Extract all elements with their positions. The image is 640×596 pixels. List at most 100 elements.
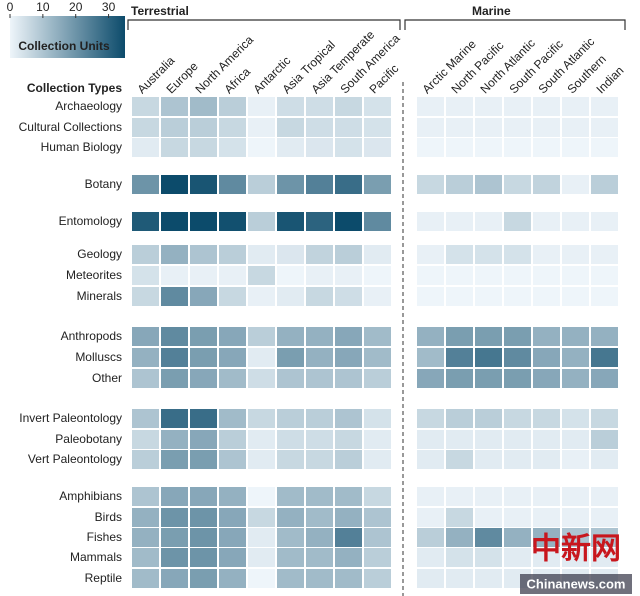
cell xyxy=(504,430,531,449)
cell xyxy=(335,487,362,506)
cell xyxy=(364,508,391,527)
y-tick-label: Birds xyxy=(95,510,122,524)
watermark-bg xyxy=(520,574,632,594)
y-tick-label: Molluscs xyxy=(75,350,122,364)
cell xyxy=(219,97,246,116)
cell xyxy=(335,327,362,346)
cell xyxy=(591,450,618,469)
cell xyxy=(306,548,333,567)
cell xyxy=(364,369,391,388)
cell xyxy=(591,327,618,346)
cell xyxy=(364,175,391,194)
cell xyxy=(306,409,333,428)
cell xyxy=(132,528,159,547)
cell xyxy=(277,487,304,506)
cell xyxy=(248,118,275,137)
cell xyxy=(504,97,531,116)
cell xyxy=(364,450,391,469)
cell xyxy=(475,409,502,428)
cell xyxy=(190,212,217,231)
cell xyxy=(364,548,391,567)
cell xyxy=(475,327,502,346)
cell xyxy=(132,97,159,116)
cell xyxy=(475,487,502,506)
cell xyxy=(591,245,618,264)
cell xyxy=(504,287,531,306)
cell xyxy=(562,508,589,527)
cell xyxy=(306,245,333,264)
cell xyxy=(591,348,618,367)
cell xyxy=(364,430,391,449)
cell xyxy=(161,450,188,469)
cell xyxy=(446,409,473,428)
cell xyxy=(446,212,473,231)
cell xyxy=(277,287,304,306)
cell xyxy=(132,287,159,306)
cell xyxy=(364,97,391,116)
y-tick-label: Entomology xyxy=(59,214,122,228)
cell xyxy=(132,450,159,469)
cell xyxy=(364,327,391,346)
cell xyxy=(417,369,444,388)
cell xyxy=(562,266,589,285)
cell xyxy=(417,528,444,547)
cell xyxy=(417,175,444,194)
colorbar xyxy=(10,16,125,58)
cell xyxy=(190,327,217,346)
cell xyxy=(190,508,217,527)
cell xyxy=(132,369,159,388)
cell xyxy=(562,430,589,449)
cell xyxy=(161,97,188,116)
cell xyxy=(190,487,217,506)
cell xyxy=(306,118,333,137)
cell xyxy=(475,450,502,469)
cell xyxy=(219,409,246,428)
watermark: 中新网 xyxy=(531,532,621,567)
cell xyxy=(364,212,391,231)
cell xyxy=(475,175,502,194)
cell xyxy=(132,430,159,449)
cell xyxy=(446,118,473,137)
cell xyxy=(161,548,188,567)
cell xyxy=(504,212,531,231)
cell xyxy=(161,287,188,306)
cell xyxy=(219,569,246,588)
cell xyxy=(132,409,159,428)
cell xyxy=(277,369,304,388)
cell xyxy=(533,212,560,231)
cell xyxy=(562,175,589,194)
cell xyxy=(277,245,304,264)
cell xyxy=(364,528,391,547)
cell xyxy=(364,287,391,306)
cell xyxy=(277,266,304,285)
cell xyxy=(248,548,275,567)
cell xyxy=(562,212,589,231)
cell xyxy=(335,245,362,264)
group-bracket xyxy=(127,19,401,30)
cell xyxy=(132,266,159,285)
cell xyxy=(446,430,473,449)
cell xyxy=(475,508,502,527)
cell xyxy=(446,548,473,567)
cell xyxy=(475,138,502,157)
cell xyxy=(533,287,560,306)
cell xyxy=(219,212,246,231)
cell xyxy=(161,245,188,264)
cell xyxy=(562,327,589,346)
cell xyxy=(190,569,217,588)
cell xyxy=(219,369,246,388)
cell xyxy=(417,348,444,367)
cell xyxy=(591,266,618,285)
cell xyxy=(219,450,246,469)
cell xyxy=(446,138,473,157)
cell xyxy=(190,450,217,469)
cell xyxy=(364,569,391,588)
cell xyxy=(591,97,618,116)
cell xyxy=(364,245,391,264)
cell xyxy=(277,348,304,367)
y-tick-label: Anthropods xyxy=(61,329,122,343)
cell xyxy=(161,118,188,137)
cell xyxy=(335,212,362,231)
cell xyxy=(161,327,188,346)
cell xyxy=(533,348,560,367)
